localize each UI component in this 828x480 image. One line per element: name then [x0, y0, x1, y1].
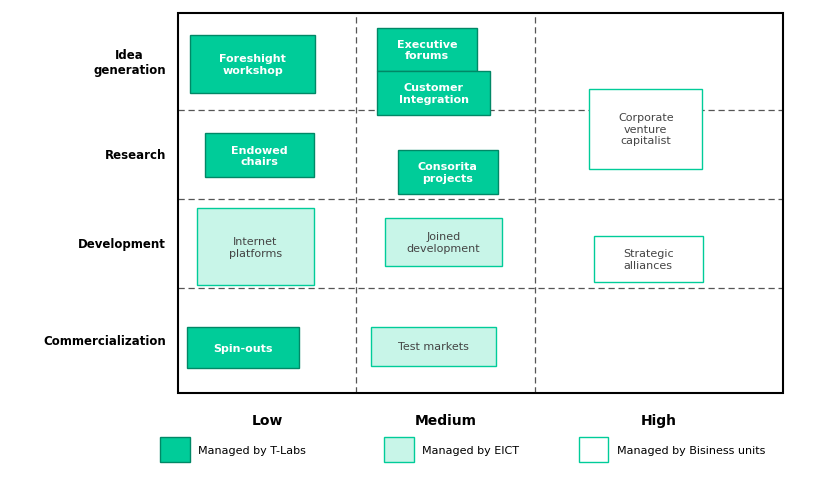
Text: Endowed
chairs: Endowed chairs: [231, 145, 287, 167]
Text: Low: Low: [252, 413, 282, 427]
FancyBboxPatch shape: [593, 236, 701, 282]
Text: Executive
forums: Executive forums: [397, 40, 456, 61]
FancyBboxPatch shape: [397, 151, 497, 195]
FancyBboxPatch shape: [371, 327, 495, 366]
FancyBboxPatch shape: [376, 29, 477, 72]
Text: Test markets: Test markets: [397, 342, 469, 351]
Text: Managed by EICT: Managed by EICT: [421, 445, 518, 455]
Bar: [178, 14, 782, 394]
Text: Managed by Bisiness units: Managed by Bisiness units: [616, 445, 764, 455]
FancyBboxPatch shape: [160, 437, 190, 462]
Text: Idea
generation: Idea generation: [93, 48, 166, 76]
Text: Strategic
alliances: Strategic alliances: [622, 249, 673, 270]
FancyBboxPatch shape: [190, 36, 315, 94]
FancyBboxPatch shape: [578, 437, 608, 462]
FancyBboxPatch shape: [589, 90, 701, 169]
Text: Managed by T-Labs: Managed by T-Labs: [198, 445, 306, 455]
Text: Internet
platforms: Internet platforms: [229, 237, 282, 258]
FancyBboxPatch shape: [197, 208, 313, 286]
Text: Spin-outs: Spin-outs: [213, 343, 272, 353]
Text: Medium: Medium: [414, 413, 476, 427]
FancyBboxPatch shape: [384, 218, 502, 267]
FancyBboxPatch shape: [377, 72, 489, 115]
Text: High: High: [640, 413, 676, 427]
FancyBboxPatch shape: [383, 437, 413, 462]
FancyBboxPatch shape: [186, 327, 299, 369]
Text: Foreshight
workshop: Foreshight workshop: [219, 54, 286, 75]
Text: Development: Development: [78, 237, 166, 250]
Text: Commercialization: Commercialization: [43, 334, 166, 348]
Text: Research: Research: [104, 148, 166, 161]
Text: Joined
development: Joined development: [407, 232, 479, 253]
Text: Consorita
projects: Consorita projects: [417, 162, 477, 183]
Text: Corporate
venture
capitalist: Corporate venture capitalist: [617, 113, 673, 146]
Text: Customer
Integration: Customer Integration: [398, 83, 468, 104]
FancyBboxPatch shape: [205, 134, 313, 178]
